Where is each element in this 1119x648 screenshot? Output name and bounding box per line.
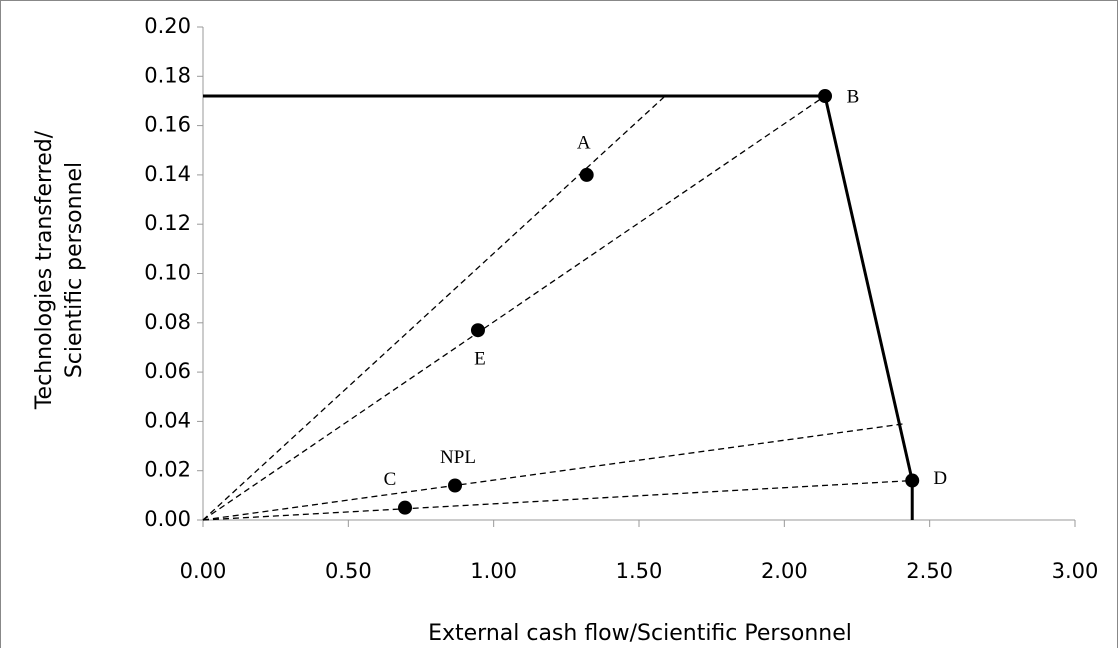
point [905, 473, 920, 488]
ray [202, 479, 913, 521]
ray [202, 95, 826, 521]
x-tick-label: 1.00 [470, 559, 517, 583]
y-tick-label: 0.14 [144, 162, 191, 186]
point-label: A [577, 132, 591, 153]
y-tick-label: 0.02 [144, 458, 191, 482]
y-tick-label: 0.12 [144, 211, 191, 235]
y-tick-label: 0.00 [144, 507, 191, 531]
x-tick-label: 2.00 [761, 559, 808, 583]
point-label: C [384, 469, 397, 490]
point [818, 89, 833, 104]
y-tick-label: 0.04 [144, 408, 191, 432]
x-tick-label: 1.50 [616, 559, 663, 583]
x-tick-label: 3.00 [1052, 559, 1099, 583]
point-label: NPL [440, 447, 476, 468]
point-label: B [847, 86, 860, 107]
point-label: D [933, 468, 947, 489]
point [579, 167, 594, 182]
y-tick-label: 0.08 [144, 310, 191, 334]
y-tick-label: 0.18 [144, 63, 191, 87]
y-axis-title: Technologies transferred/ [32, 130, 57, 410]
x-tick-label: 2.50 [906, 559, 953, 583]
y-tick-label: 0.16 [144, 113, 191, 137]
ray [202, 423, 904, 521]
y-tick-label: 0.10 [144, 261, 191, 285]
ray [202, 95, 666, 521]
x-tick-label: 0.50 [325, 559, 372, 583]
point [470, 323, 485, 338]
point-label: E [474, 349, 486, 370]
x-axis-title: External cash flow/Scientific Personnel [428, 621, 852, 646]
point [398, 500, 413, 515]
y-tick-label: 0.06 [144, 359, 191, 383]
y-axis-title: Scientific personnel [62, 162, 87, 378]
y-tick-label: 0.20 [144, 14, 191, 38]
frontier [203, 94, 914, 520]
x-tick-label: 0.00 [180, 559, 227, 583]
point [448, 478, 463, 493]
